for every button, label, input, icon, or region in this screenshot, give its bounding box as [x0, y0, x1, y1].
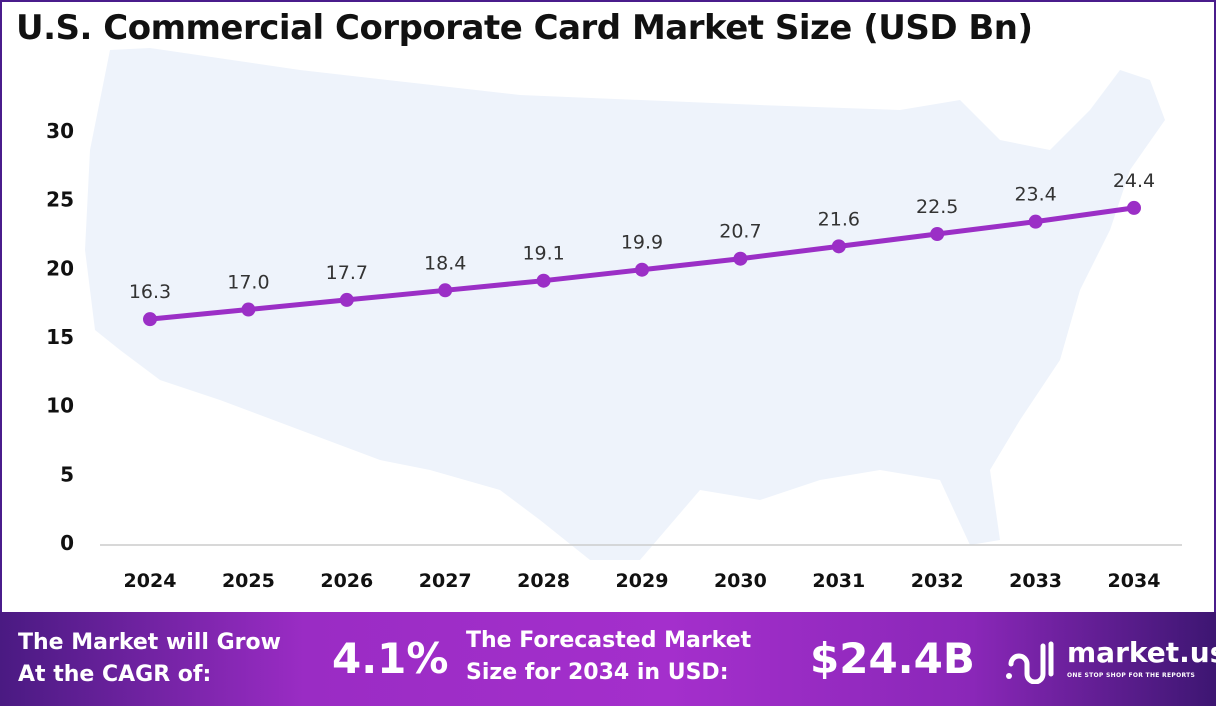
data-point — [930, 227, 945, 241]
data-point — [339, 292, 354, 307]
cagr-label: The Market will Grow At the CAGR of: — [18, 627, 281, 691]
x-tick-label: 2031 — [812, 570, 865, 592]
y-tick-label: 0 — [60, 531, 74, 555]
logo-tagline: ONE STOP SHOP FOR THE REPORTS — [1067, 672, 1196, 679]
market-us-logo: market.us ONE STOP SHOP FOR THE REPORTS — [1005, 634, 1216, 688]
data-label: 16.3 — [129, 281, 171, 303]
us-map-silhouette — [85, 48, 1165, 560]
cagr-label-line1: The Market will Grow — [18, 630, 281, 655]
data-point — [536, 273, 551, 288]
footer-banner: The Market will Grow At the CAGR of: 4.1… — [0, 612, 1216, 706]
data-label: 19.9 — [621, 232, 663, 254]
x-tick-label: 2025 — [222, 570, 275, 592]
forecast-label: The Forecasted Market Size for 2034 in U… — [466, 625, 751, 689]
forecast-label-line1: The Forecasted Market — [466, 628, 752, 653]
forecast-label-line2: Size for 2034 in USD: — [466, 660, 729, 685]
data-point — [635, 262, 649, 277]
x-tick-label: 2029 — [616, 570, 669, 592]
data-label: 21.6 — [818, 208, 860, 230]
y-tick-label: 20 — [46, 256, 74, 280]
data-label: 22.5 — [916, 196, 958, 218]
cagr-value: 4.1% — [332, 634, 449, 683]
chart-title: U.S. Commercial Corporate Card Market Si… — [16, 8, 1033, 48]
x-tick-label: 2026 — [320, 570, 373, 592]
x-tick-label: 2033 — [1009, 570, 1062, 592]
forecast-value: $24.4B — [810, 634, 975, 683]
x-tick-label: 2032 — [911, 570, 964, 592]
y-tick-label: 5 — [60, 462, 74, 486]
y-tick-label: 15 — [46, 325, 74, 349]
data-point — [733, 251, 748, 266]
x-tick-label: 2024 — [124, 570, 177, 592]
data-point — [1127, 200, 1141, 215]
data-point — [1028, 214, 1043, 229]
logo-name: market.us — [1067, 636, 1216, 669]
x-tick-label: 2030 — [714, 570, 767, 592]
data-label: 24.4 — [1113, 170, 1155, 192]
data-label: 17.7 — [326, 262, 368, 284]
x-tick-label: 2027 — [419, 570, 472, 592]
y-tick-label: 30 — [46, 119, 74, 143]
data-point — [438, 283, 453, 298]
data-point — [143, 312, 157, 327]
data-label: 23.4 — [1014, 184, 1056, 206]
data-label: 19.1 — [522, 243, 564, 265]
y-tick-label: 10 — [46, 394, 74, 418]
x-tick-label: 2028 — [517, 570, 570, 592]
data-label: 17.0 — [227, 272, 269, 294]
y-tick-label: 25 — [46, 188, 74, 212]
data-point — [241, 302, 256, 317]
data-label: 20.7 — [719, 221, 761, 243]
logo-icon — [1006, 641, 1054, 685]
cagr-label-line2: At the CAGR of: — [18, 662, 212, 687]
data-label: 18.4 — [424, 252, 466, 274]
data-point — [831, 239, 846, 254]
x-tick-label: 2034 — [1108, 570, 1161, 592]
